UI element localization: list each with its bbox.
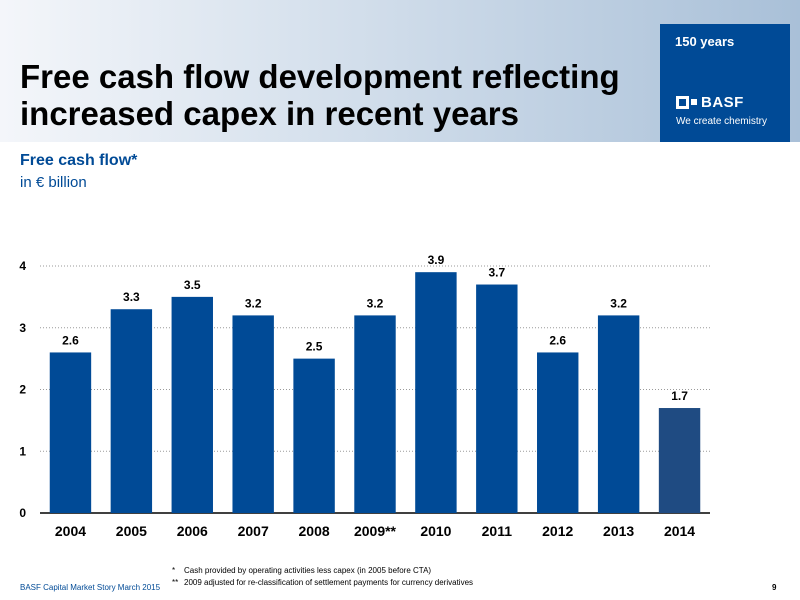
bar-value-label: 3.9 [428,253,445,267]
chart-unit: in € billion [20,174,87,191]
footnote-2: ** 2009 adjusted for re-classification of… [172,578,474,587]
bar [415,272,457,513]
x-tick-label: 2004 [55,523,86,539]
bar [658,408,701,513]
bar-value-label: 3.2 [610,296,627,310]
y-tick-label: 0 [19,506,26,520]
y-tick-label: 4 [19,259,26,273]
x-tick-label: 2011 [482,523,513,539]
bar [171,296,213,513]
bar-value-label: 3.5 [184,278,201,292]
bar [232,315,274,513]
bar [476,284,518,513]
bar [110,309,153,513]
logo-square-icon [676,95,689,109]
logo-text: BASF [701,93,744,111]
bar-value-label: 3.7 [488,266,505,280]
anniversary-label: 150 years [675,34,735,49]
x-tick-label: 2007 [238,523,269,539]
logo-dot-icon [691,99,697,105]
bar-value-label: 3.3 [123,290,140,304]
bar [49,352,92,513]
brand-box: 150 years BASF We create chemistry [660,24,790,142]
page-title: Free cash flow development reflecting in… [20,58,620,132]
x-tick-label: 2005 [116,523,147,539]
page-number: 9 [772,583,777,592]
y-tick-label: 3 [19,321,26,335]
bar [597,315,640,513]
x-tick-label: 2009** [354,523,397,539]
bar [293,358,335,513]
bar [537,352,579,513]
x-tick-label: 2006 [177,523,208,539]
footnotes: * Cash provided by operating activities l… [172,565,473,589]
bar [354,315,396,513]
bar-value-label: 2.5 [306,340,323,354]
x-tick-label: 2012 [542,523,573,539]
y-tick-label: 1 [19,444,26,458]
bar-value-label: 2.6 [549,333,566,347]
x-tick-label: 2014 [664,523,695,539]
x-tick-label: 2013 [603,523,634,539]
brand-tagline: We create chemistry [676,116,767,127]
footer-source: BASF Capital Market Story March 2015 [20,583,161,592]
x-tick-label: 2008 [299,523,330,539]
bar-value-label: 2.6 [62,333,79,347]
chart-subtitle: Free cash flow* [20,152,138,169]
y-tick-label: 2 [19,383,26,397]
footnote-1: * Cash provided by operating activities l… [172,566,432,575]
bar-value-label: 3.2 [245,296,262,310]
free-cash-flow-chart: 0 1 2 3 4 2.6 2004 3.3 2005 3.5 2006 3.2 2007 2.5 2008… [19,253,710,539]
bar-value-label: 3.2 [367,296,384,310]
bar-value-label: 1.7 [671,389,688,403]
basf-logo: BASF [676,93,744,111]
x-tick-label: 2010 [420,523,451,539]
